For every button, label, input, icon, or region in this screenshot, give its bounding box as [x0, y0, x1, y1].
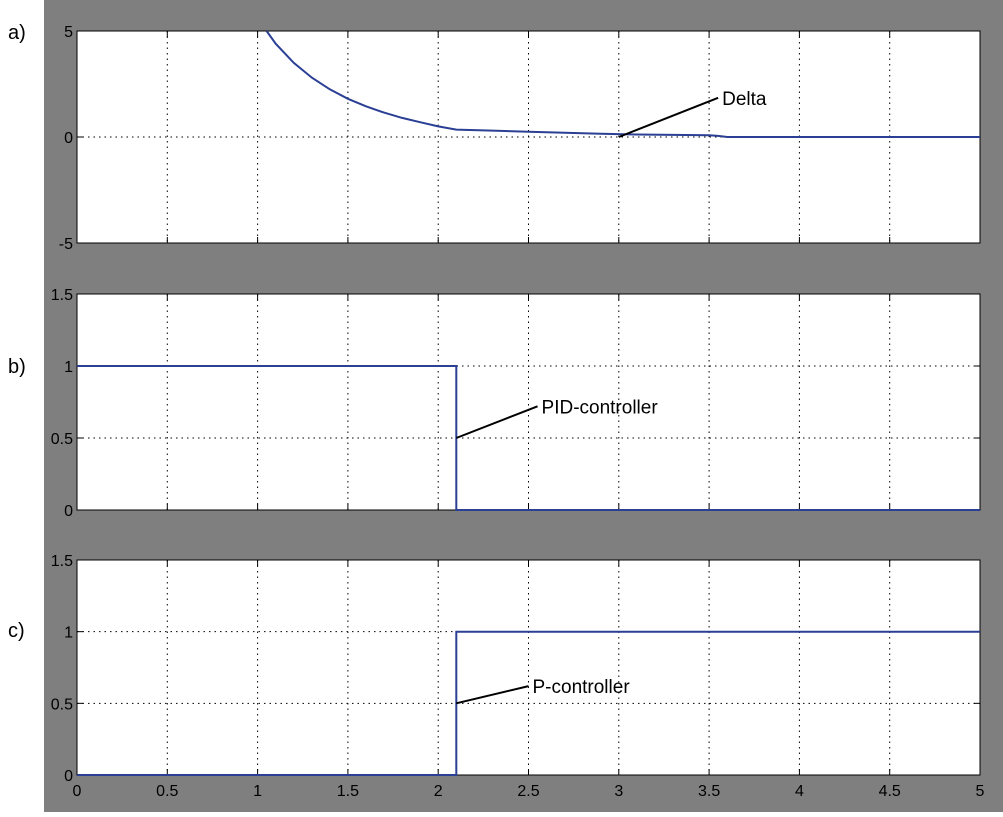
x-tick-label: 1: [253, 783, 262, 800]
axes-background: [76, 559, 981, 776]
y-tick-label: 0: [64, 503, 73, 520]
annotation-label: PID-controller: [542, 397, 659, 418]
x-tick-label: 2.5: [517, 783, 539, 800]
x-tick-label: 1.5: [337, 783, 359, 800]
x-tick-label: 3: [614, 783, 623, 800]
y-tick-label: 1.5: [51, 553, 73, 570]
axes-panel-3: 0 0.5 1 1.5 P-controller: [51, 553, 981, 785]
x-tick-label: 0.5: [156, 783, 178, 800]
panel-label-a: a): [8, 22, 26, 44]
axes-background: [76, 293, 981, 511]
annotation-leader-line: [455, 405, 538, 439]
y-tick-label: 0: [64, 768, 73, 785]
y-tick-label: 5: [64, 24, 73, 41]
panel-label-b: b): [8, 356, 26, 378]
y-tick-label: -5: [59, 236, 73, 253]
x-tick-label: 0: [73, 783, 82, 800]
y-tick-label: 1: [64, 625, 73, 642]
x-tick-label: 4.5: [879, 783, 901, 800]
panel-label-c: c): [8, 620, 25, 642]
x-tick-label: 4: [795, 783, 804, 800]
y-tick-label: 1: [64, 359, 73, 376]
y-tick-label: 1.5: [51, 287, 73, 304]
x-tick-label: 3.5: [698, 783, 720, 800]
annotation-leader-line: [456, 685, 529, 705]
annotation-leader-line: [618, 96, 719, 138]
axes-panel-1: -5 0 5 Delta: [59, 24, 981, 253]
y-tick-label: 0: [64, 130, 73, 147]
y-tick-label: 0.5: [51, 431, 73, 448]
y-tick-label: 0.5: [51, 696, 73, 713]
axes-panel-2: 0 0.5 1 1.5 PID-controller: [51, 287, 981, 520]
x-tick-label: 2: [434, 783, 443, 800]
annotation-label: Delta: [722, 89, 767, 110]
x-tick-label: 5: [976, 783, 985, 800]
annotation-label: P-controller: [533, 677, 631, 698]
series-line: [265, 30, 980, 138]
